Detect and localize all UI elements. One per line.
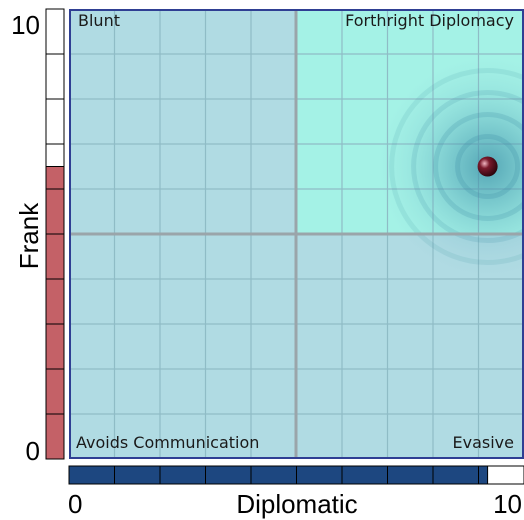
ripple-ring [411, 90, 524, 243]
quadrant-label-bottom-right: Evasive [453, 433, 514, 452]
data-point [477, 156, 498, 177]
x-bar-fill [68, 465, 489, 485]
y-axis-max-label: 10 [11, 10, 40, 40]
x-axis-max-label: 10 [493, 489, 522, 519]
ripple-ring [389, 68, 524, 265]
y-level-bar [45, 8, 65, 460]
point-ripples [389, 68, 524, 265]
ripple-ring [455, 134, 521, 199]
x-bar-segments [114, 466, 479, 484]
plot-border [69, 9, 524, 459]
x-level-bar [68, 465, 524, 485]
ripple-ring [433, 112, 524, 221]
quadrant-label-top-left: Blunt [78, 11, 120, 30]
plot-area: Blunt Forthright Diplomacy Avoids Commun… [69, 9, 524, 459]
x-axis-min-label: 0 [68, 489, 82, 519]
point-glow [377, 56, 524, 277]
quadrant-label-top-right: Forthright Diplomacy [345, 11, 514, 30]
y-bar-segments [46, 53, 64, 415]
y-axis-title: Frank [14, 202, 44, 269]
quadrant-label-bottom-left: Avoids Communication [76, 433, 259, 452]
x-axis-title: Diplomatic [236, 489, 357, 519]
y-axis-min-label: 0 [26, 436, 40, 466]
y-bar-fill [45, 166, 65, 460]
